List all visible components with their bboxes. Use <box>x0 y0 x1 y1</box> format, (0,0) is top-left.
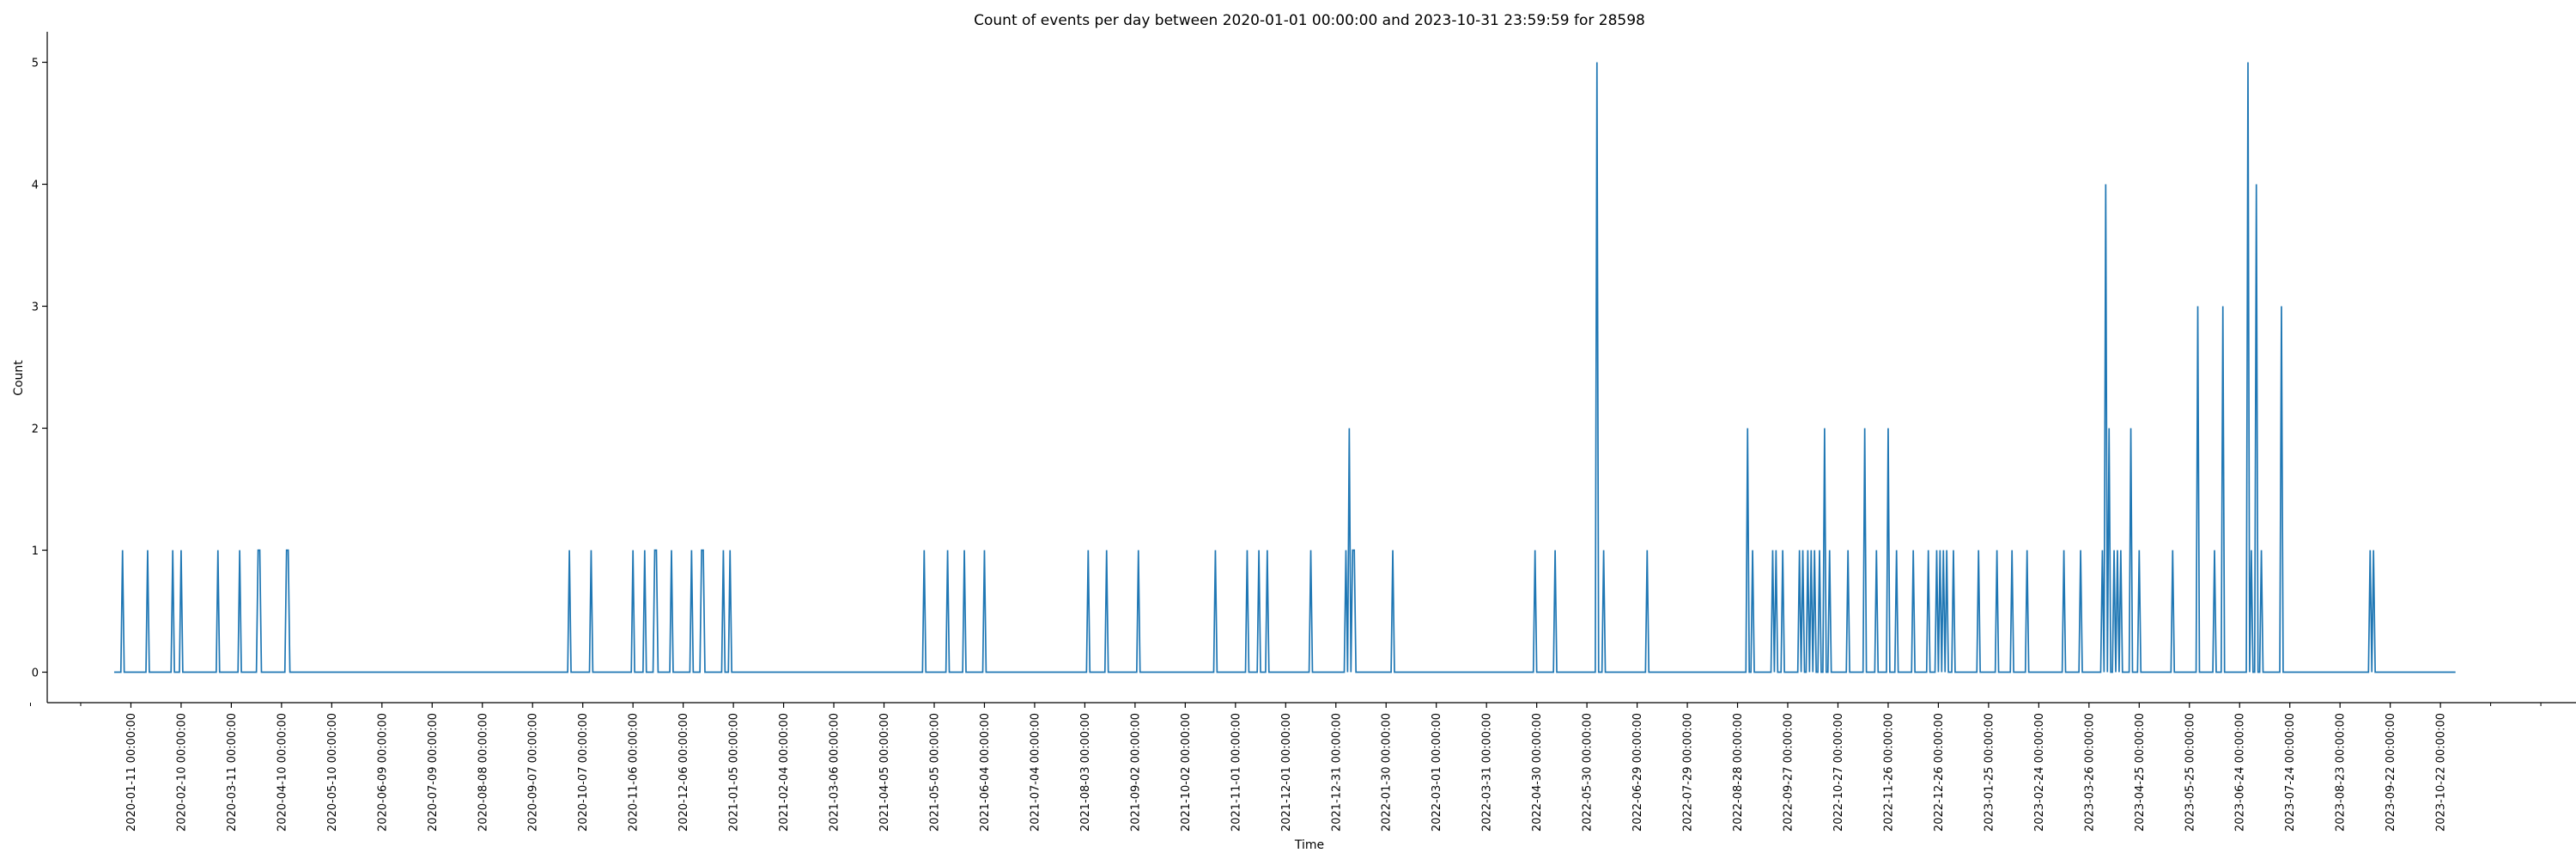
chart-title: Count of events per day between 2020-01-… <box>974 12 1645 29</box>
y-axis-label: Count <box>12 360 26 396</box>
x-tick-label: 2022-09-27 00:00:00 <box>1783 713 1795 832</box>
x-tick-label: 2022-03-01 00:00:00 <box>1431 713 1443 832</box>
x-tick-label: 2020-10-07 00:00:00 <box>577 713 590 832</box>
x-tick-label: 2022-08-28 00:00:00 <box>1732 713 1745 832</box>
x-tick-label: 2021-03-06 00:00:00 <box>829 713 841 832</box>
x-tick-label: 2022-11-26 00:00:00 <box>1882 713 1895 832</box>
x-tick-label: 2022-04-30 00:00:00 <box>1531 713 1544 832</box>
x-tick-label: 2020-07-09 00:00:00 <box>427 713 440 832</box>
x-tick-label: 2022-12-26 00:00:00 <box>1933 713 1946 832</box>
x-tick-label: 2020-03-11 00:00:00 <box>226 713 239 832</box>
x-tick-label: 2023-01-25 00:00:00 <box>1983 713 1996 832</box>
x-tick-label: 2023-03-26 00:00:00 <box>2083 713 2096 832</box>
x-axis-minor-ticks <box>30 703 2542 706</box>
x-tick-label: 2020-02-10 00:00:00 <box>175 713 188 832</box>
x-tick-label: 2022-10-27 00:00:00 <box>1832 713 1845 832</box>
x-tick-label: 2021-09-02 00:00:00 <box>1129 713 1142 832</box>
x-tick-label: 2023-10-22 00:00:00 <box>2435 713 2448 832</box>
y-tick-label: 5 <box>32 58 39 70</box>
plot-area: 0 1 2 3 4 5 2020-01-11 00:00:00 2020-02-10 00:… <box>30 32 2576 832</box>
x-tick-label: 2020-05-10 00:00:00 <box>326 713 339 832</box>
x-tick-label: 2021-10-02 00:00:00 <box>1180 713 1193 832</box>
series-line <box>113 62 2456 673</box>
x-tick-label: 2022-06-29 00:00:00 <box>1631 713 1644 832</box>
y-tick-label: 1 <box>32 545 39 558</box>
x-tick-label: 2023-09-22 00:00:00 <box>2385 713 2397 832</box>
x-tick-label: 2022-03-31 00:00:00 <box>1481 713 1494 832</box>
y-tick-label: 4 <box>32 180 39 192</box>
x-tick-label: 2021-08-03 00:00:00 <box>1079 713 1092 832</box>
x-axis-ticks: 2020-01-11 00:00:00 2020-02-10 00:00:00 20… <box>125 703 2448 832</box>
x-tick-label: 2020-04-10 00:00:00 <box>276 713 289 832</box>
x-tick-label: 2021-04-05 00:00:00 <box>878 713 891 832</box>
x-tick-label: 2023-07-24 00:00:00 <box>2284 713 2297 832</box>
x-tick-label: 2021-12-01 00:00:00 <box>1280 713 1293 832</box>
x-tick-label: 2020-08-08 00:00:00 <box>477 713 489 832</box>
x-tick-label: 2020-09-07 00:00:00 <box>527 713 540 832</box>
x-tick-label: 2022-07-29 00:00:00 <box>1682 713 1695 832</box>
x-tick-label: 2020-01-11 00:00:00 <box>125 713 138 832</box>
x-tick-label: 2022-05-30 00:00:00 <box>1582 713 1595 832</box>
x-tick-label: 2023-04-25 00:00:00 <box>2134 713 2147 832</box>
x-tick-label: 2021-12-31 00:00:00 <box>1330 713 1343 832</box>
x-tick-label: 2020-11-06 00:00:00 <box>628 713 641 832</box>
x-tick-label: 2021-11-01 00:00:00 <box>1230 713 1242 832</box>
x-tick-label: 2021-05-05 00:00:00 <box>929 713 942 832</box>
x-tick-label: 2021-02-04 00:00:00 <box>778 713 791 832</box>
x-tick-label: 2023-05-25 00:00:00 <box>2184 713 2196 832</box>
x-tick-label: 2023-08-23 00:00:00 <box>2335 713 2348 832</box>
y-tick-label: 2 <box>32 423 39 436</box>
y-tick-label: 0 <box>32 667 39 680</box>
x-tick-label: 2021-07-04 00:00:00 <box>1029 713 1042 832</box>
x-tick-label: 2021-06-04 00:00:00 <box>979 713 992 832</box>
x-tick-label: 2020-06-09 00:00:00 <box>376 713 389 832</box>
y-axis-ticks: 0 1 2 3 4 5 <box>32 58 47 680</box>
y-tick-label: 3 <box>32 302 39 314</box>
x-axis-label: Time <box>1294 838 1324 852</box>
x-tick-label: 2023-02-24 00:00:00 <box>2033 713 2046 832</box>
x-tick-label: 2021-01-05 00:00:00 <box>728 713 741 832</box>
x-tick-label: 2020-12-06 00:00:00 <box>677 713 690 832</box>
x-tick-label: 2022-01-30 00:00:00 <box>1381 713 1394 832</box>
x-tick-label: 2023-06-24 00:00:00 <box>2234 713 2247 832</box>
